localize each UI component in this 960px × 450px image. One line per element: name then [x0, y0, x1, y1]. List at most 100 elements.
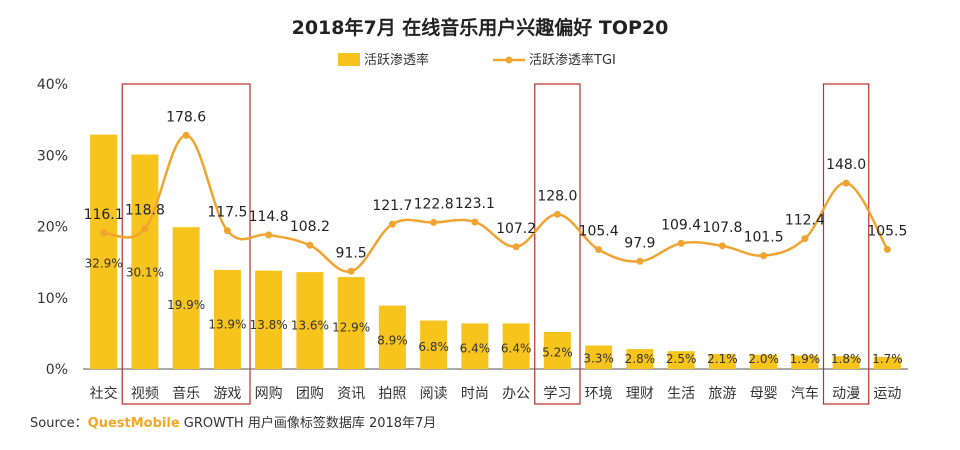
tgi-value-label: 105.4 [579, 224, 619, 240]
bar [585, 345, 613, 369]
tgi-value-label: 116.1 [84, 207, 124, 223]
x-tick-label: 理财 [626, 386, 654, 402]
x-tick-label: 社交 [90, 385, 118, 402]
tgi-value-label: 97.9 [624, 235, 655, 251]
x-tick-label: 办公 [502, 386, 530, 402]
bar [172, 227, 200, 369]
highlight-box [121, 83, 251, 405]
bar-value-label: 8.9% [377, 333, 408, 347]
legend-label-line: 活跃渗透率TGI [529, 52, 616, 68]
tgi-point [141, 225, 149, 233]
y-tick-label: 20% [37, 220, 68, 236]
tgi-point [595, 246, 603, 254]
bar [378, 305, 406, 369]
bar [420, 320, 448, 369]
bar-value-label: 1.9% [790, 352, 821, 366]
tgi-point [347, 267, 355, 275]
bar [543, 331, 571, 369]
source-brand: QuestMobile [87, 416, 180, 431]
tgi-value-label: 109.4 [661, 217, 701, 233]
x-tick-label: 母婴 [750, 386, 778, 402]
bar-series [90, 134, 901, 369]
highlight-boxes [121, 83, 870, 405]
tgi-value-label: 107.8 [702, 220, 742, 236]
tgi-value-label: 112.4 [785, 213, 825, 229]
bar-value-label: 32.9% [85, 257, 123, 271]
tgi-point [677, 239, 685, 247]
bar-value-label: 13.6% [291, 318, 329, 332]
source-note: Source：QuestMobile GROWTH 用户画像标签数据库 2018… [30, 412, 436, 431]
x-tick-label: 学习 [543, 386, 571, 402]
tgi-value-label: 108.2 [290, 219, 330, 235]
bar-value-label: 13.8% [250, 318, 288, 332]
tgi-point [842, 179, 850, 187]
line-series [100, 131, 891, 275]
tgi-value-label: 128.0 [537, 188, 577, 204]
tgi-point [636, 257, 644, 265]
tgi-point [760, 252, 768, 260]
tgi-point [223, 227, 231, 235]
bar-value-label: 5.2% [542, 345, 573, 359]
tgi-value-label: 101.5 [744, 230, 784, 246]
bar [461, 323, 489, 369]
tgi-value-label: 121.7 [372, 198, 412, 214]
bar-value-label: 2.1% [707, 352, 738, 366]
bar-value-label: 6.8% [418, 340, 449, 354]
bar-value-labels: 32.9%30.1% 19.9%13.9% 13.8% 13.6% 12.9% 8.9% 6… [85, 257, 903, 366]
tgi-point [430, 218, 438, 226]
tgi-value-label: 178.6 [166, 109, 206, 125]
tgi-value-label: 105.5 [867, 223, 907, 239]
tgi-line [103, 134, 889, 273]
chart-title: 2018年7月 在线音乐用户兴趣偏好 TOP20 [292, 16, 669, 39]
bar [750, 354, 778, 369]
legend-swatch-marker [505, 56, 513, 64]
x-tick-label: 阅读 [420, 385, 448, 402]
y-tick-label: 10% [37, 291, 68, 307]
tgi-value-label: 118.8 [125, 203, 165, 219]
bar-value-label: 13.9% [208, 317, 246, 331]
source-prefix: Source： [30, 416, 88, 431]
x-tick-label: 运动 [873, 386, 901, 402]
x-tick-label: 视频 [131, 386, 159, 402]
highlight-box [534, 83, 581, 405]
tgi-point [553, 210, 561, 218]
y-tick-label: 40% [37, 77, 68, 93]
bar [255, 270, 283, 369]
x-tick-label: 游戏 [213, 386, 241, 402]
bar [502, 323, 530, 369]
bar-value-label: 12.9% [332, 321, 370, 335]
bar-value-label: 1.7% [872, 352, 903, 366]
chart-legend: 活跃渗透率 活跃渗透率TGI [338, 52, 616, 68]
legend-label-bar: 活跃渗透率 [364, 52, 429, 68]
x-tick-label: 汽车 [791, 385, 819, 402]
chart-canvas: 2018年7月 在线音乐用户兴趣偏好 TOP20 活跃渗透率 活跃渗透率TGI 0… [37, 16, 908, 405]
tgi-point [471, 218, 479, 226]
x-axis-labels: 社交 视频 音乐 游戏 网购 团购 资讯 拍照 阅读 时尚 办公 学习 环境 理财 生活 旅游 母婴 汽车 动漫 运动 [90, 385, 902, 402]
tgi-point [512, 243, 520, 251]
y-tick-label: 0% [46, 362, 68, 378]
bar [791, 355, 819, 369]
tgi-value-label: 114.8 [249, 209, 289, 225]
bar-value-label: 2.0% [748, 352, 779, 366]
tgi-value-label: 91.5 [336, 245, 367, 261]
bar-value-label: 19.9% [167, 298, 205, 312]
x-tick-label: 动漫 [832, 386, 860, 402]
bar [213, 269, 241, 369]
x-tick-label: 时尚 [461, 386, 489, 402]
highlight-box [822, 83, 870, 405]
bar [667, 351, 695, 369]
bar [626, 349, 654, 369]
bar [832, 356, 860, 369]
bar-value-label: 30.1% [126, 265, 164, 279]
bar-value-label: 6.4% [501, 341, 532, 355]
tgi-point [801, 235, 809, 243]
tgi-point [883, 245, 891, 253]
tgi-point [718, 242, 726, 250]
x-tick-label: 拍照 [378, 386, 406, 402]
bar-value-label: 1.8% [831, 352, 862, 366]
tgi-value-label: 107.2 [496, 221, 536, 237]
tgi-point [182, 131, 190, 139]
bar [873, 356, 901, 369]
